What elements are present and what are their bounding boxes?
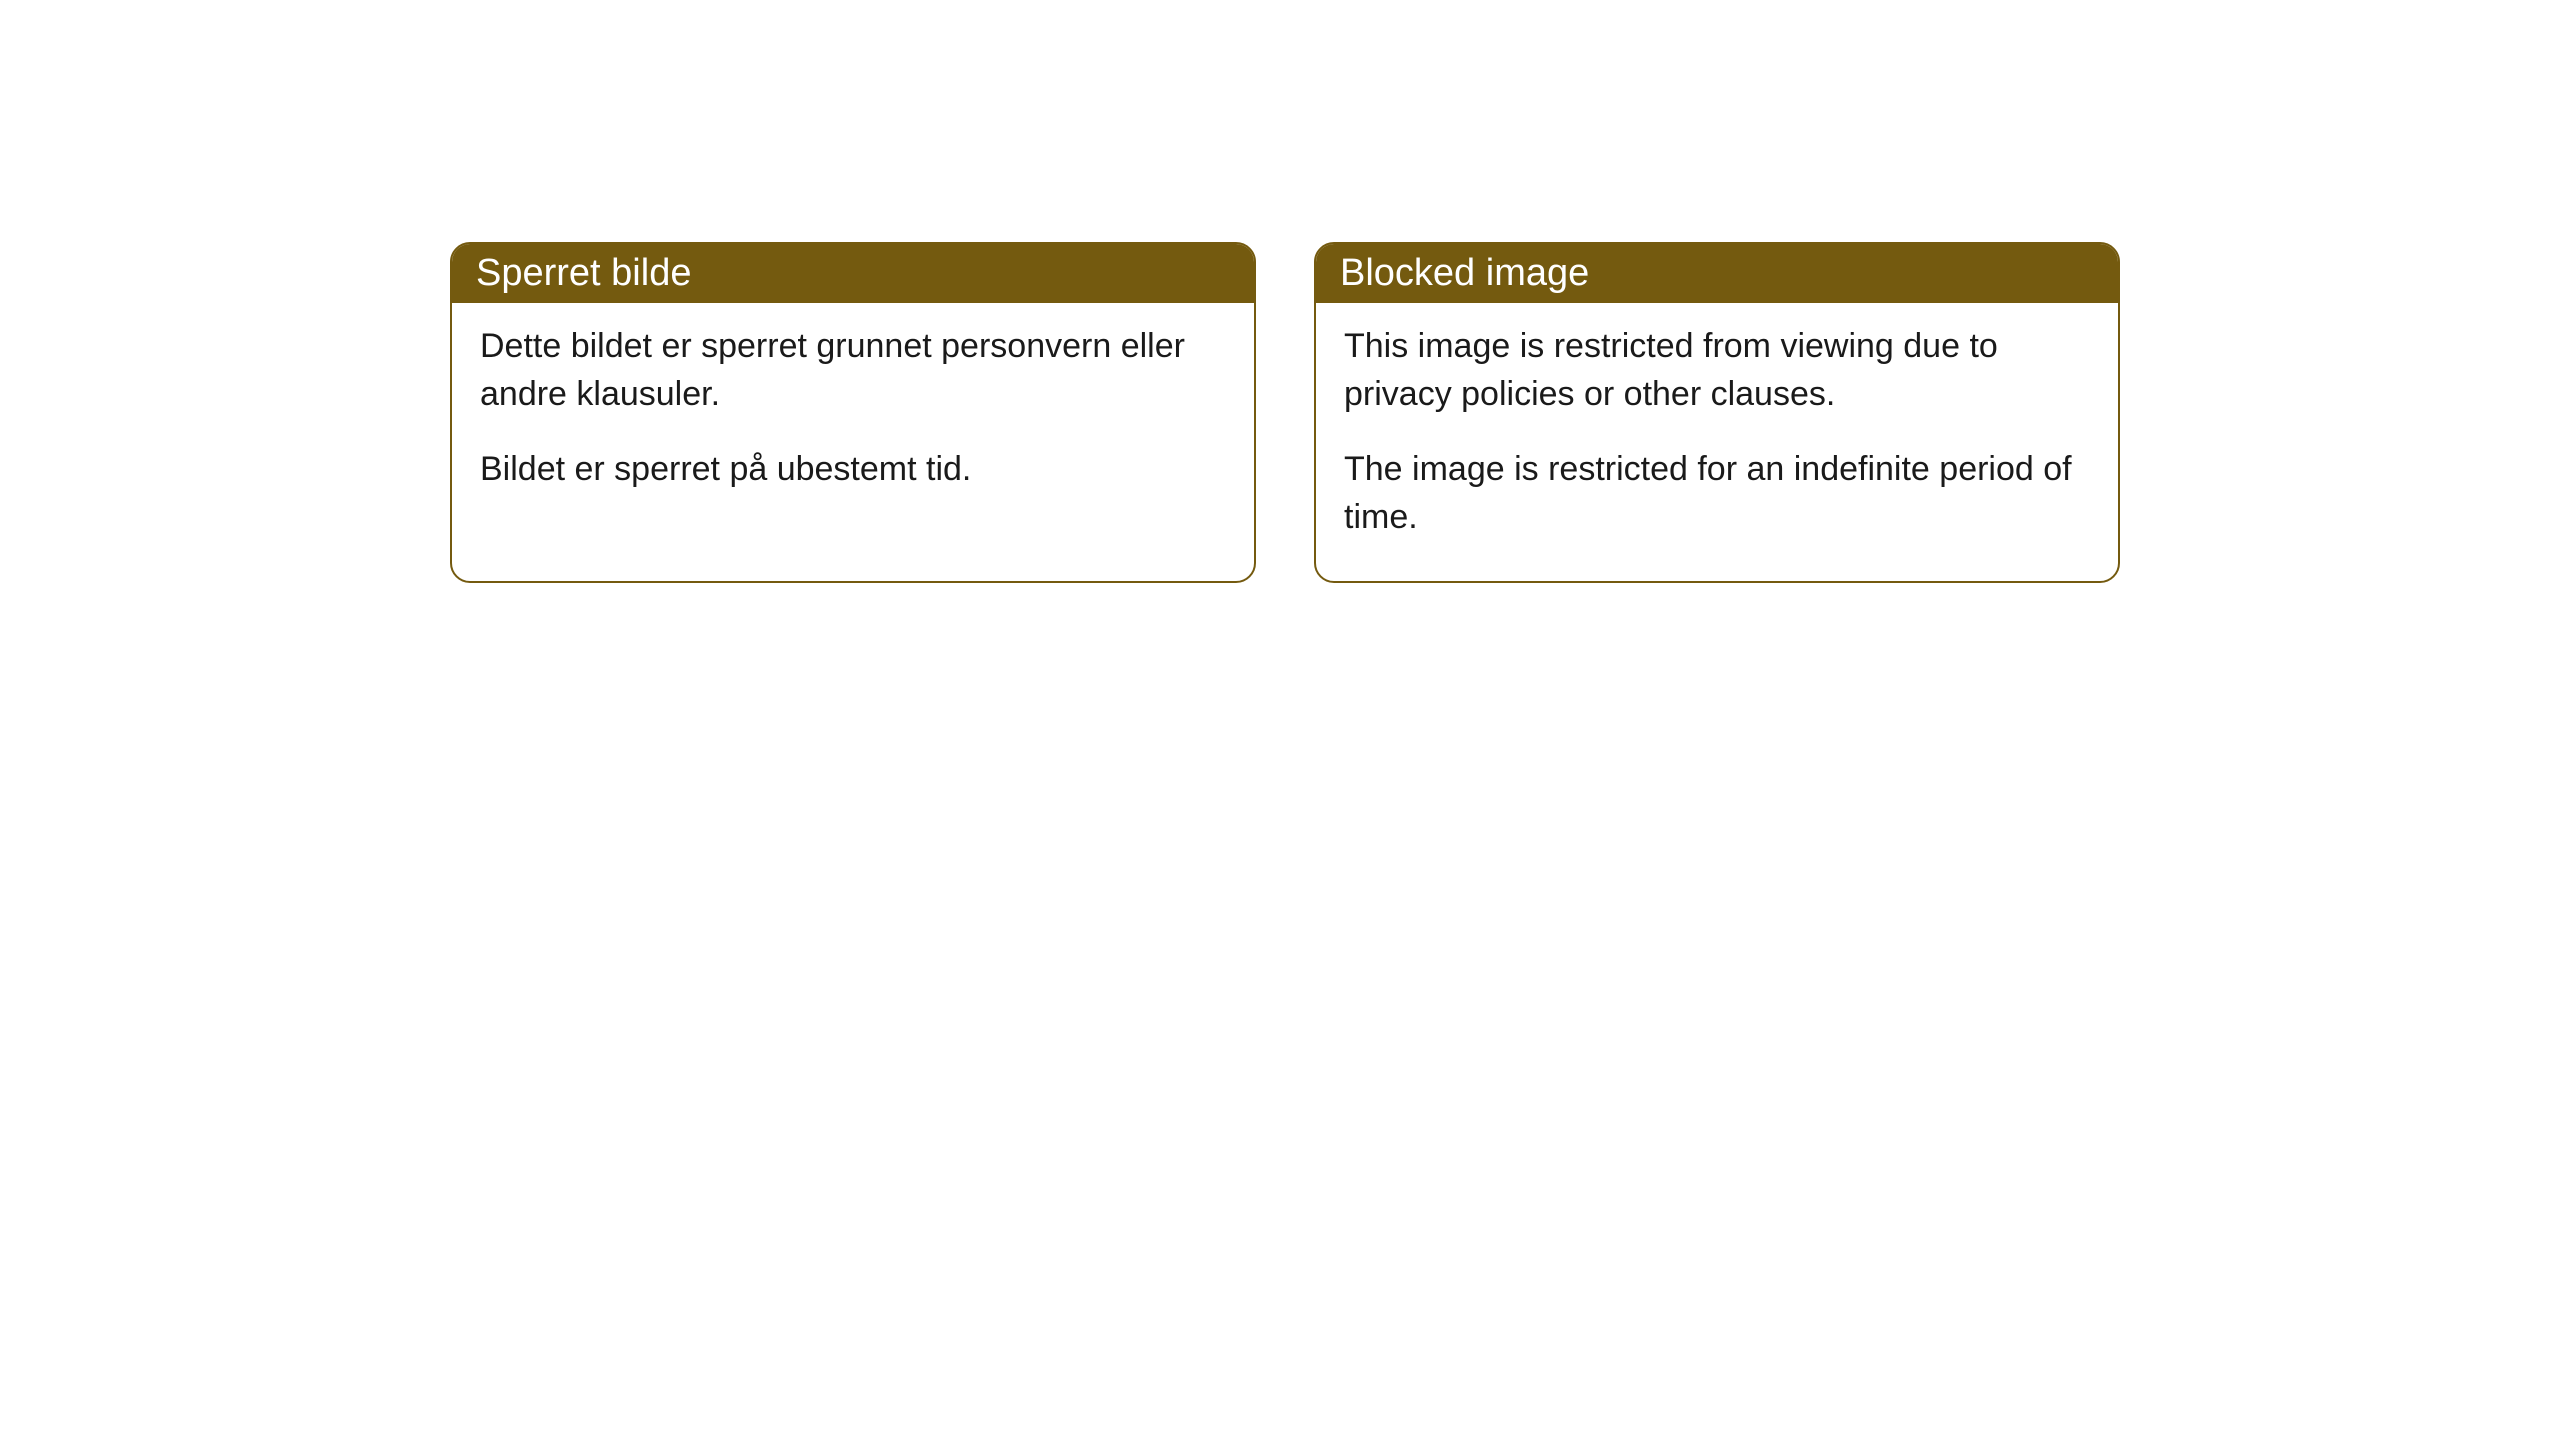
card-title-english: Blocked image — [1340, 252, 1589, 294]
card-title-norwegian: Sperret bilde — [476, 252, 691, 294]
card-body-norwegian: Dette bildet er sperret grunnet personve… — [452, 303, 1254, 534]
card-norwegian: Sperret bilde Dette bildet er sperret gr… — [450, 242, 1256, 583]
card-body-english: This image is restricted from viewing du… — [1316, 303, 2118, 581]
card-header-norwegian: Sperret bilde — [452, 244, 1254, 303]
card-english: Blocked image This image is restricted f… — [1314, 242, 2120, 583]
card-header-english: Blocked image — [1316, 244, 2118, 303]
card-paragraph2-english: The image is restricted for an indefinit… — [1344, 446, 2090, 541]
card-paragraph2-norwegian: Bildet er sperret på ubestemt tid. — [480, 446, 1226, 494]
card-paragraph1-english: This image is restricted from viewing du… — [1344, 323, 2090, 418]
card-paragraph1-norwegian: Dette bildet er sperret grunnet personve… — [480, 323, 1226, 418]
cards-container: Sperret bilde Dette bildet er sperret gr… — [450, 242, 2120, 583]
